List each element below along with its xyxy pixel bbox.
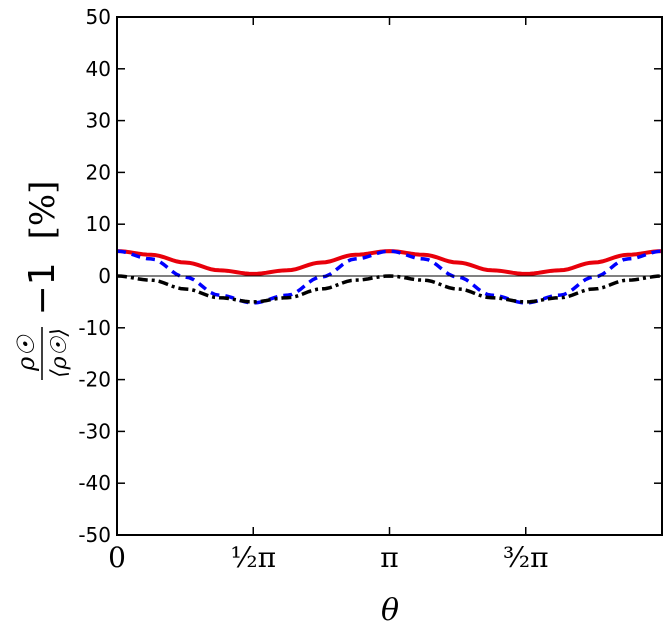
y-tick-label: -40 <box>78 471 111 495</box>
y-tick-label: -20 <box>78 368 111 392</box>
x-axis-label: θ <box>381 593 399 628</box>
x-axis-ticks: 0 ½π π ³⁄₂π <box>108 17 549 574</box>
y-axis-label-numerator: ρ☉ <box>12 334 40 372</box>
y-axis-label-unit: [%] <box>23 181 63 240</box>
x-tick-label: π <box>380 541 398 574</box>
x-tick-label: 0 <box>108 541 126 574</box>
y-tick-label: 20 <box>86 160 111 184</box>
y-tick-label: -10 <box>78 316 111 340</box>
y-tick-label: 30 <box>86 109 111 133</box>
y-tick-label: 50 <box>86 5 111 29</box>
x-tick-label: ³⁄₂π <box>503 541 549 574</box>
y-tick-label: 10 <box>86 212 111 236</box>
series-line-1 <box>116 249 663 276</box>
series-line-3 <box>116 274 663 304</box>
y-axis-label: ρ☉ ⟨ρ☉⟩ −1 [%] <box>12 181 72 380</box>
plot-frame <box>116 16 663 536</box>
series-layer <box>116 249 663 305</box>
y-tick-label: 0 <box>98 264 111 288</box>
y-axis-label-suffix: −1 <box>22 262 63 315</box>
y-tick-label: -30 <box>78 419 111 443</box>
y-tick-label: 40 <box>86 57 111 81</box>
y-axis-label-denominator: ⟨ρ☉⟩ <box>47 328 72 378</box>
x-tick-label: ½π <box>230 541 276 574</box>
y-axis-ticks: 50 40 30 20 10 0 -10 -20 -30 -40 -50 <box>78 5 662 547</box>
y-tick-label: -50 <box>78 523 111 547</box>
